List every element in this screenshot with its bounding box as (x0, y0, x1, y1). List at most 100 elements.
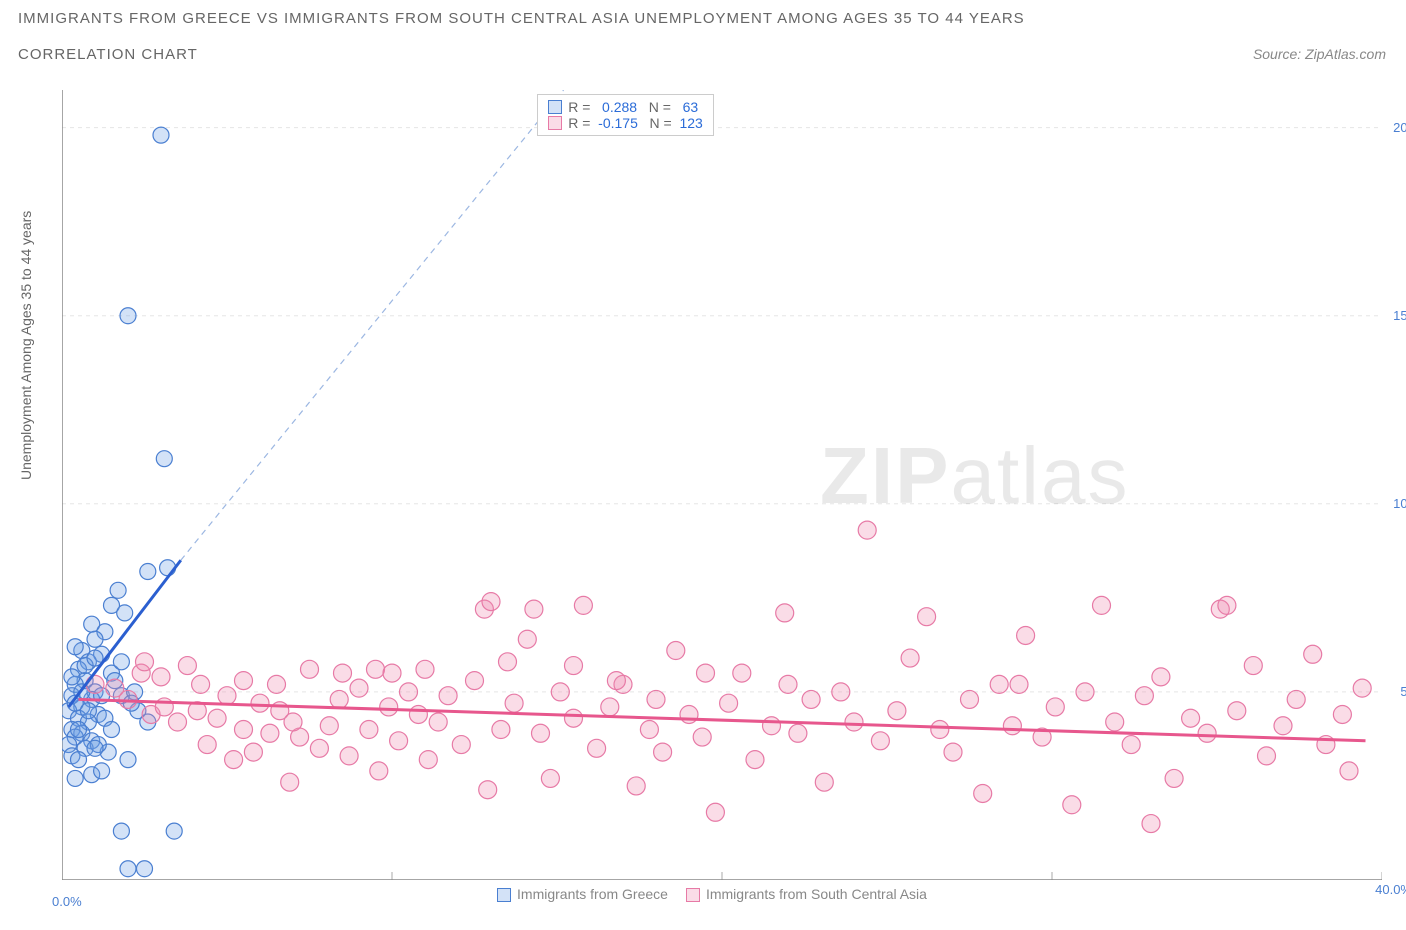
south_central_asia-point (961, 690, 979, 708)
south_central_asia-point (261, 724, 279, 742)
south_central_asia-point (244, 743, 262, 761)
greece-point (80, 703, 96, 719)
greece-point (67, 639, 83, 655)
y-tick-label: 20.0% (1393, 120, 1406, 135)
south_central_asia-point (1340, 762, 1358, 780)
greece-point (94, 763, 110, 779)
greece-point (110, 582, 126, 598)
south_central_asia-point (218, 687, 236, 705)
south_central_asia-point (383, 664, 401, 682)
south_central_asia-point (990, 675, 1008, 693)
south_central_asia-point (452, 736, 470, 754)
greece-point (137, 861, 153, 877)
south_central_asia-point (208, 709, 226, 727)
greece-point (87, 631, 103, 647)
south_central_asia-point (627, 777, 645, 795)
south_central_asia-point (152, 668, 170, 686)
chart-area: 5.0%10.0%15.0%20.0%0.0%40.0% (62, 90, 1382, 880)
south_central_asia-point (268, 675, 286, 693)
south_central_asia-point (482, 593, 500, 611)
south_central_asia-point (439, 687, 457, 705)
south_central_asia-point (640, 721, 658, 739)
south_central_asia-point (789, 724, 807, 742)
y-tick-label: 5.0% (1400, 684, 1406, 699)
south_central_asia-point (1076, 683, 1094, 701)
greece-point (87, 740, 103, 756)
south_central_asia-point (367, 660, 385, 678)
south_central_asia-point (720, 694, 738, 712)
south_central_asia-point (733, 664, 751, 682)
south_central_asia-point (763, 717, 781, 735)
south_central_asia-point (505, 694, 523, 712)
south_central_asia-point (667, 642, 685, 660)
south_central_asia-point (1182, 709, 1200, 727)
south_central_asia-point (944, 743, 962, 761)
south_central_asia-point (1274, 717, 1292, 735)
south_central_asia-point (235, 721, 253, 739)
south_central_asia-point (284, 713, 302, 731)
greece-point (104, 722, 120, 738)
south_central_asia-point (281, 773, 299, 791)
greece-point (166, 823, 182, 839)
south_central_asia-point (693, 728, 711, 746)
south_central_asia-point (416, 660, 434, 678)
stats-swatch-greece (548, 100, 562, 114)
south_central_asia-point (974, 784, 992, 802)
south_central_asia-point (1010, 675, 1028, 693)
south_central_asia-point (601, 698, 619, 716)
south_central_asia-point (1287, 690, 1305, 708)
y-tick-label: 15.0% (1393, 308, 1406, 323)
south_central_asia-point (360, 721, 378, 739)
south_central_asia-point (86, 675, 104, 693)
south_central_asia-point (832, 683, 850, 701)
greece-point (120, 861, 136, 877)
south_central_asia-point (251, 694, 269, 712)
south_central_asia-point (779, 675, 797, 693)
south_central_asia-point (235, 672, 253, 690)
south_central_asia-point (532, 724, 550, 742)
south_central_asia-point (888, 702, 906, 720)
south_central_asia-point (1017, 626, 1035, 644)
south_central_asia-point (390, 732, 408, 750)
south_central_asia-point (1244, 657, 1262, 675)
y-tick-label: 10.0% (1393, 496, 1406, 511)
greece-point (67, 770, 83, 786)
south_central_asia-point (565, 657, 583, 675)
south_central_asia-point (466, 672, 484, 690)
south_central_asia-point (334, 664, 352, 682)
south_central_asia-point (588, 739, 606, 757)
greece-point (113, 823, 129, 839)
stats-row-scasia: R = -0.175 N = 123 (548, 115, 703, 131)
south_central_asia-point (1304, 645, 1322, 663)
south_central_asia-point (901, 649, 919, 667)
legend-label-scasia: Immigrants from South Central Asia (706, 886, 927, 902)
south_central_asia-point (845, 713, 863, 731)
south_central_asia-point (380, 698, 398, 716)
south_central_asia-point (1228, 702, 1246, 720)
south_central_asia-point (1165, 769, 1183, 787)
south_central_asia-point (1142, 815, 1160, 833)
south_central_asia-point (1046, 698, 1064, 716)
legend-swatch-scasia (686, 888, 700, 902)
south_central_asia-point (525, 600, 543, 618)
south_central_asia-point (1135, 687, 1153, 705)
south_central_asia-point (330, 690, 348, 708)
south_central_asia-point (918, 608, 936, 626)
stats-row-greece: R = 0.288 N = 63 (548, 99, 703, 115)
south_central_asia-point (1198, 724, 1216, 742)
south_central_asia-point (654, 743, 672, 761)
south_central_asia-point (574, 596, 592, 614)
south_central_asia-point (607, 672, 625, 690)
chart-subtitle: CORRELATION CHART (18, 46, 198, 63)
south_central_asia-point (746, 751, 764, 769)
south_central_asia-point (1063, 796, 1081, 814)
south_central_asia-point (499, 653, 517, 671)
legend-swatch-greece (497, 888, 511, 902)
greece-point (71, 722, 87, 738)
south_central_asia-point (858, 521, 876, 539)
south_central_asia-point (136, 653, 154, 671)
south_central_asia-point (551, 683, 569, 701)
legend-bottom: Immigrants from GreeceImmigrants from So… (0, 886, 1406, 930)
stats-box: R = 0.288 N = 63R = -0.175 N = 123 (537, 94, 714, 136)
south_central_asia-point (815, 773, 833, 791)
